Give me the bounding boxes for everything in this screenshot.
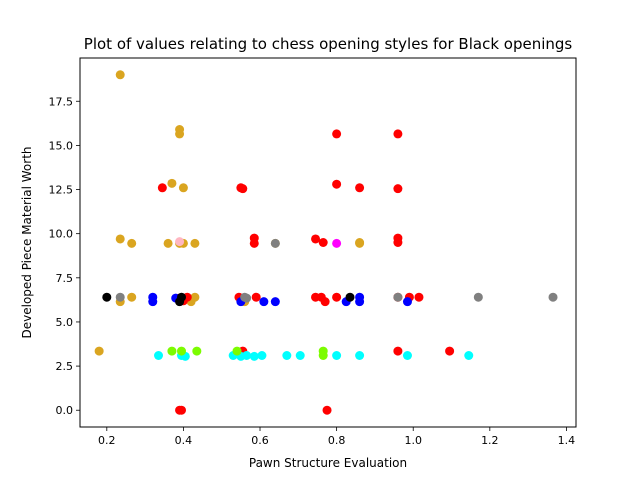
- x-tick-label: 1.4: [558, 434, 576, 447]
- y-tick-label: 2.5: [56, 360, 74, 373]
- data-point: [154, 351, 164, 360]
- y-axis-ticks: 0.0 2.5 5.0 7.5 10.0 12.5 15.0 17.5: [49, 95, 80, 417]
- data-point: [445, 346, 455, 356]
- data-point: [238, 184, 248, 194]
- data-point: [464, 351, 474, 360]
- data-point: [102, 292, 112, 302]
- data-point: [178, 183, 188, 193]
- data-point: [115, 70, 125, 80]
- y-tick-label: 17.5: [49, 95, 74, 108]
- data-point: [167, 346, 177, 356]
- data-point: [127, 292, 137, 302]
- y-tick-label: 0.0: [56, 404, 74, 417]
- data-point: [163, 238, 173, 248]
- data-point: [355, 297, 365, 307]
- y-tick-label: 15.0: [49, 139, 74, 152]
- data-point: [320, 297, 330, 307]
- x-axis-label: Pawn Structure Evaluation: [249, 456, 407, 470]
- data-point: [355, 183, 365, 193]
- data-point: [318, 351, 328, 360]
- data-point: [295, 351, 305, 360]
- data-point: [322, 405, 332, 415]
- data-point: [94, 346, 104, 356]
- data-point: [242, 351, 252, 360]
- y-tick-label: 5.0: [56, 316, 74, 329]
- y-tick-label: 12.5: [49, 184, 74, 197]
- data-point: [393, 238, 403, 247]
- data-point: [127, 238, 137, 248]
- data-point: [249, 351, 259, 361]
- data-point: [402, 351, 412, 360]
- data-point: [402, 297, 412, 307]
- data-point: [192, 346, 202, 356]
- data-points: [94, 70, 558, 415]
- data-point: [157, 183, 167, 193]
- data-point: [270, 238, 280, 248]
- data-point: [175, 237, 185, 247]
- data-point: [548, 292, 558, 302]
- data-point: [177, 292, 186, 302]
- data-point: [190, 238, 200, 248]
- data-point: [148, 297, 158, 307]
- data-point: [242, 293, 252, 303]
- data-point: [232, 346, 242, 356]
- data-point: [393, 129, 403, 139]
- data-point: [249, 238, 259, 248]
- data-point: [282, 351, 292, 360]
- plot-frame: [79, 57, 577, 428]
- data-point: [115, 292, 125, 302]
- data-point: [355, 238, 365, 247]
- x-tick-label: 0.8: [328, 434, 346, 447]
- x-tick-label: 0.2: [98, 434, 116, 447]
- y-axis-label: Developed Piece Material Worth: [20, 146, 34, 338]
- data-point: [115, 234, 125, 244]
- data-point: [332, 129, 342, 139]
- data-point: [167, 178, 177, 188]
- data-point: [345, 292, 355, 302]
- data-point: [318, 238, 328, 247]
- chart-title: Plot of values relating to chess opening…: [84, 35, 573, 53]
- plot-area: [80, 58, 576, 427]
- data-point: [332, 292, 342, 302]
- x-tick-label: 1.2: [481, 434, 499, 447]
- data-point: [177, 405, 186, 415]
- data-point: [311, 234, 321, 244]
- data-point: [332, 351, 342, 360]
- x-tick-label: 1.0: [404, 434, 422, 447]
- x-tick-label: 0.6: [251, 434, 269, 447]
- data-point: [251, 292, 261, 302]
- data-point: [270, 297, 280, 307]
- data-point: [257, 351, 267, 360]
- data-point: [190, 292, 200, 302]
- data-point: [393, 292, 403, 302]
- data-point: [355, 351, 365, 360]
- data-point: [177, 346, 186, 356]
- x-axis-ticks: 0.2 0.4 0.6 0.8 1.0 1.2 1.4: [98, 427, 575, 447]
- y-tick-label: 7.5: [56, 272, 74, 285]
- data-point: [332, 179, 342, 189]
- x-tick-label: 0.4: [175, 434, 193, 447]
- y-tick-label: 10.0: [49, 228, 74, 241]
- data-point: [332, 238, 342, 248]
- data-point: [393, 184, 403, 194]
- data-point: [259, 297, 269, 307]
- data-point: [175, 129, 185, 139]
- data-point: [473, 292, 483, 302]
- data-point: [393, 346, 403, 356]
- data-point: [414, 292, 424, 302]
